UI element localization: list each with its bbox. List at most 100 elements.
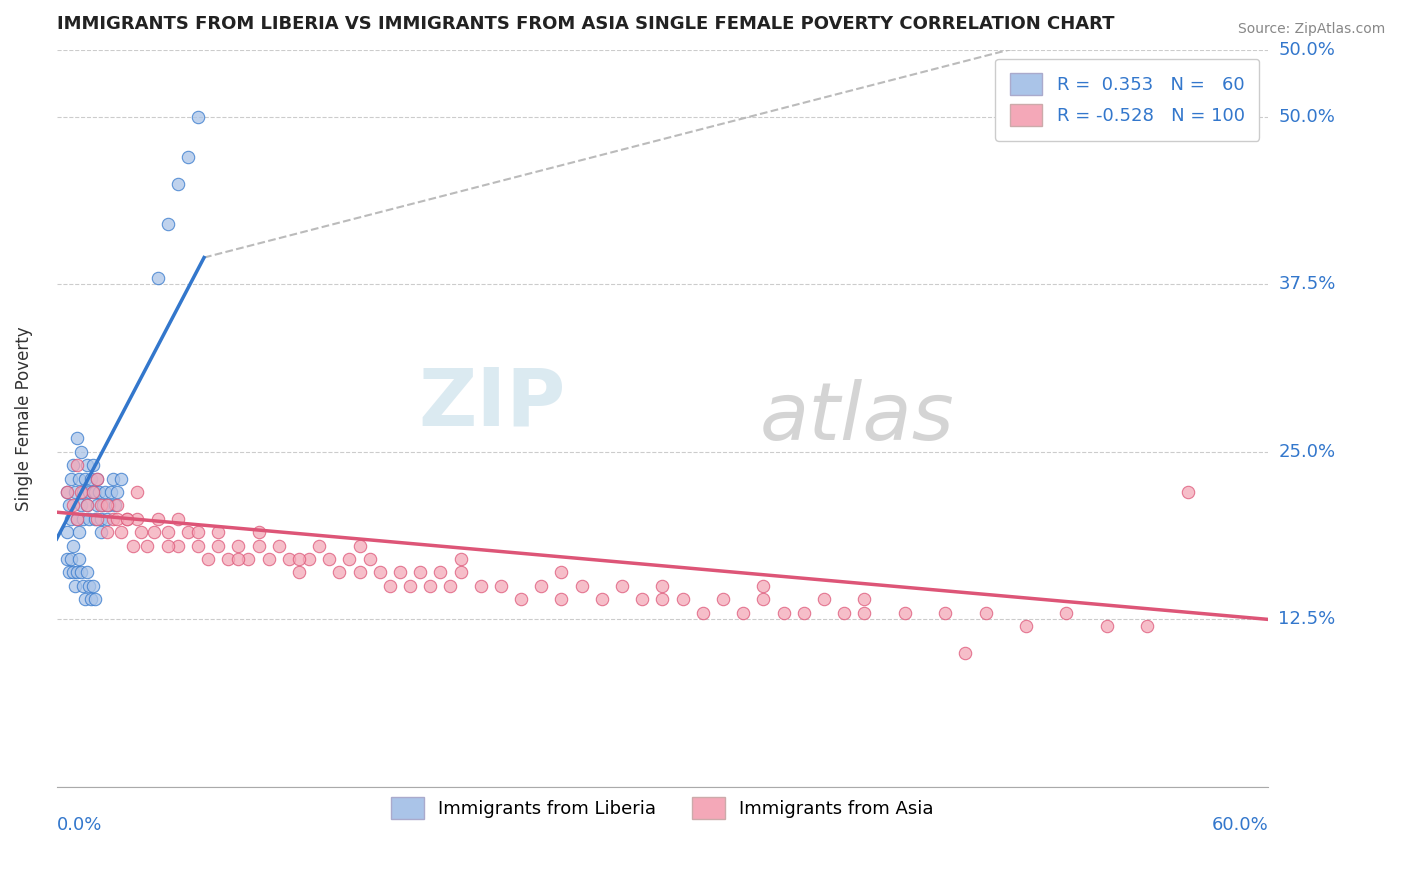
Point (67, 472, 90, 486)
Point (67, 552, 90, 566)
Point (711, 592, 734, 607)
Point (90, 499, 112, 513)
Point (288, 552, 311, 566)
Point (631, 592, 654, 607)
Point (131, 525, 153, 540)
Point (550, 566, 572, 580)
Point (105, 512, 128, 526)
Point (692, 606, 714, 620)
Point (419, 579, 441, 593)
Point (217, 552, 239, 566)
Point (1177, 485, 1199, 500)
Point (318, 552, 340, 566)
Point (142, 525, 165, 540)
Point (1136, 619, 1159, 633)
Point (77, 579, 100, 593)
Point (591, 592, 613, 607)
Point (136, 539, 159, 553)
Point (470, 579, 492, 593)
Point (67, 525, 90, 540)
Point (98, 499, 121, 513)
Point (76, 458, 98, 473)
Point (156, 217, 179, 231)
Point (90, 512, 112, 526)
Point (288, 566, 311, 580)
Point (72, 485, 94, 500)
Point (80, 592, 103, 607)
Point (110, 525, 132, 540)
Point (55, 485, 77, 500)
Point (86, 472, 108, 486)
Point (69, 499, 91, 513)
Point (368, 566, 391, 580)
Point (110, 472, 132, 486)
Point (166, 539, 188, 553)
Text: atlas: atlas (759, 379, 955, 458)
Point (339, 552, 361, 566)
Point (105, 485, 128, 500)
Point (166, 512, 188, 526)
Point (207, 539, 229, 553)
Point (450, 552, 472, 566)
Point (77, 485, 100, 500)
Point (177, 525, 200, 540)
Point (73, 472, 96, 486)
Point (84, 485, 107, 500)
Point (359, 552, 381, 566)
Point (166, 177, 188, 191)
Point (62, 499, 84, 513)
Point (228, 539, 250, 553)
Point (82, 485, 104, 500)
Point (853, 592, 876, 607)
Point (101, 512, 124, 526)
Point (1095, 619, 1118, 633)
Text: 0.0%: 0.0% (56, 816, 103, 834)
Point (66, 512, 89, 526)
Point (72, 579, 94, 593)
Point (399, 579, 422, 593)
Point (267, 539, 290, 553)
Point (832, 606, 855, 620)
Text: 50.0%: 50.0% (1278, 41, 1336, 59)
Point (122, 539, 145, 553)
Point (1015, 619, 1038, 633)
Point (378, 579, 401, 593)
Point (349, 566, 371, 580)
Point (733, 606, 755, 620)
Point (207, 525, 229, 540)
Point (894, 606, 917, 620)
Point (72, 512, 94, 526)
Point (59, 512, 82, 526)
Point (571, 579, 593, 593)
Point (934, 606, 956, 620)
Point (177, 150, 200, 164)
Point (73, 592, 96, 607)
Point (87, 485, 110, 500)
Point (69, 485, 91, 500)
Point (82, 485, 104, 500)
Point (58, 499, 80, 513)
Point (308, 539, 330, 553)
Point (62, 539, 84, 553)
Point (238, 552, 260, 566)
Point (82, 579, 104, 593)
Point (672, 592, 695, 607)
Y-axis label: Single Female Poverty: Single Female Poverty (15, 326, 32, 511)
Point (91, 499, 114, 513)
Point (66, 512, 89, 526)
Point (55, 485, 77, 500)
Point (651, 592, 673, 607)
Point (146, 270, 169, 285)
Point (94, 485, 117, 500)
Point (853, 606, 876, 620)
Point (86, 512, 108, 526)
Point (247, 525, 270, 540)
Point (146, 512, 169, 526)
Point (228, 552, 250, 566)
Point (450, 566, 472, 580)
Point (277, 552, 299, 566)
Point (813, 592, 835, 607)
Point (388, 566, 411, 580)
Point (59, 552, 82, 566)
Point (247, 539, 270, 553)
